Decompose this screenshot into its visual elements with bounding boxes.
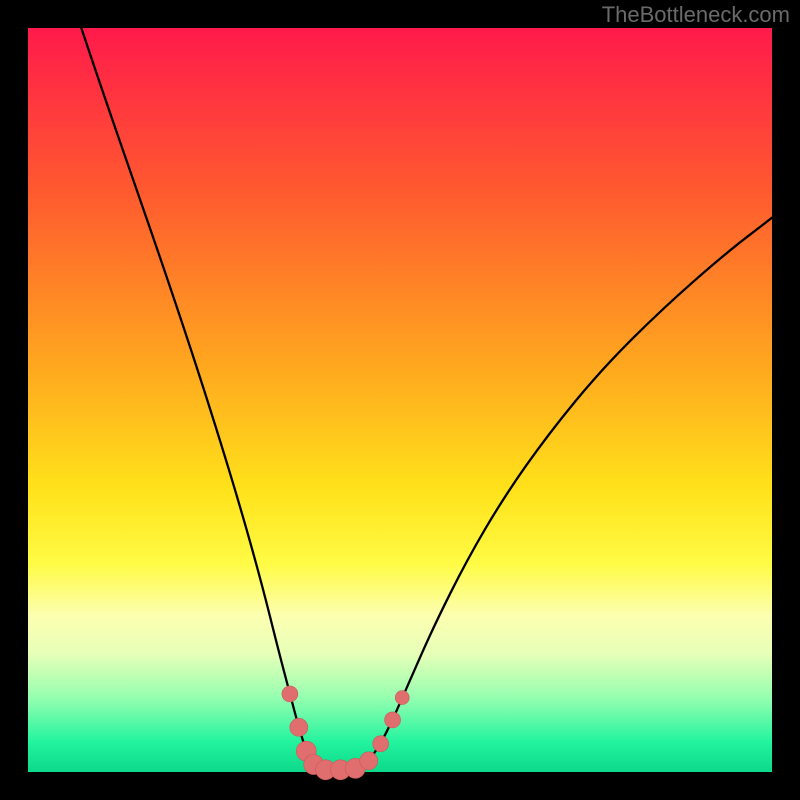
watermark-text: TheBottleneck.com	[602, 2, 790, 28]
chart-container: TheBottleneck.com	[0, 0, 800, 800]
curve-marker	[373, 736, 389, 752]
curve-marker	[360, 752, 378, 770]
bottleneck-chart	[0, 0, 800, 800]
curve-marker	[290, 718, 308, 736]
curve-marker	[395, 691, 409, 705]
plot-gradient-background	[28, 28, 772, 772]
curve-marker	[282, 686, 298, 702]
curve-marker	[385, 712, 401, 728]
